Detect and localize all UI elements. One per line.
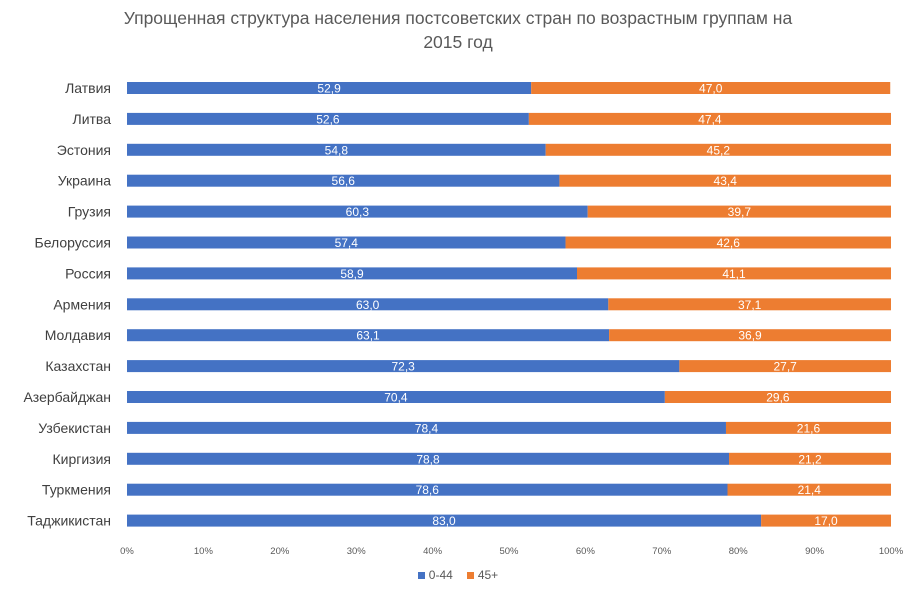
category-label: Грузия <box>68 204 111 220</box>
bar-segment-45-plus <box>727 483 891 496</box>
legend-item-0-44: 0-44 <box>417 568 453 582</box>
data-label: 83,0 <box>432 514 456 528</box>
bar-segment-0-44 <box>127 267 577 280</box>
data-label: 36,9 <box>738 329 762 343</box>
bar-segment-45-plus <box>679 360 891 373</box>
category-label: Узбекистан <box>38 420 111 436</box>
data-label: 63,1 <box>356 329 380 343</box>
bar-segment-0-44 <box>127 205 588 218</box>
chart-title-line-2: 2015 год <box>423 32 493 52</box>
bar-segment-0-44 <box>127 360 680 373</box>
legend-swatch-45-plus <box>466 571 474 579</box>
bar-segment-45-plus <box>664 391 891 403</box>
x-tick-label: 10% <box>194 546 214 557</box>
x-tick-label: 70% <box>652 546 672 557</box>
bar-segment-0-44 <box>127 391 665 403</box>
bar-segment-0-44 <box>127 112 529 125</box>
category-label: Туркмения <box>42 482 111 498</box>
x-tick-label: 50% <box>499 546 519 557</box>
data-label: 78,8 <box>416 452 440 466</box>
data-label: 47,0 <box>699 82 723 96</box>
x-tick-label: 100% <box>879 546 904 557</box>
data-label: 39,7 <box>728 205 752 219</box>
x-tick-label: 80% <box>729 546 749 557</box>
bar-segment-45-plus <box>729 452 891 465</box>
bar-segment-0-44 <box>127 174 560 187</box>
bar-segment-45-plus <box>576 267 891 280</box>
data-label: 43,4 <box>714 174 738 188</box>
x-tick-label: 40% <box>423 546 443 557</box>
bar-segment-45-plus <box>565 236 891 249</box>
category-label: Литва <box>73 111 112 127</box>
bar-segment-0-44 <box>127 421 726 434</box>
bar-segment-45-plus <box>531 82 891 94</box>
bar-segment-45-plus <box>587 205 891 218</box>
legend-label-45-plus: 45+ <box>477 568 499 582</box>
x-tick-label: 30% <box>347 546 367 557</box>
x-tick-label: 0% <box>120 546 134 557</box>
bar-segment-0-44 <box>127 452 730 465</box>
category-label: Киргизия <box>52 451 111 467</box>
x-tick-label: 60% <box>576 546 596 557</box>
data-label: 41,1 <box>722 267 746 281</box>
chart-plot: Латвия 52,9 47,0 Литва 52,6 47,4 Эстония 54,8 45… <box>23 80 904 557</box>
data-label: 57,4 <box>335 236 359 250</box>
data-label: 21,6 <box>797 421 821 435</box>
legend-item-45-plus: 45+ <box>466 568 499 582</box>
data-label: 54,8 <box>325 143 349 157</box>
data-label: 42,6 <box>717 236 741 250</box>
category-label: Молдавия <box>45 327 111 343</box>
chart-title-line-1: Упрощенная структура населения постсовет… <box>123 8 793 28</box>
category-label: Эстония <box>57 142 111 158</box>
data-label: 56,6 <box>332 174 356 188</box>
data-label: 72,3 <box>392 360 416 374</box>
chart-title: Упрощенная структура населения постсовет… <box>0 6 916 54</box>
bar-segment-0-44 <box>127 82 532 94</box>
data-label: 78,6 <box>416 483 440 497</box>
data-label: 47,4 <box>698 112 722 126</box>
data-label: 27,7 <box>774 360 798 374</box>
data-label: 37,1 <box>738 298 762 312</box>
bar-segment-0-44 <box>127 483 728 496</box>
data-label: 63,0 <box>356 298 380 312</box>
data-label: 70,4 <box>384 391 408 405</box>
data-label: 58,9 <box>340 267 364 281</box>
bar-segment-0-44 <box>127 514 762 527</box>
legend-swatch-0-44 <box>417 571 425 579</box>
chart-legend: 0-44 45+ <box>0 568 916 582</box>
bar-segment-45-plus <box>528 112 891 125</box>
category-label: Белоруссия <box>35 235 112 251</box>
data-label: 45,2 <box>707 143 731 157</box>
bar-segment-45-plus <box>761 514 891 527</box>
x-tick-label: 20% <box>270 546 290 557</box>
bar-segment-45-plus <box>608 298 891 311</box>
x-tick-label: 90% <box>805 546 825 557</box>
bar-segment-0-44 <box>127 143 546 156</box>
bar-segment-45-plus <box>609 329 891 342</box>
bar-segment-0-44 <box>127 329 610 342</box>
category-label: Армения <box>53 296 111 312</box>
data-label: 52,9 <box>317 82 341 96</box>
category-label: Азербайджан <box>23 389 111 405</box>
category-label: Латвия <box>65 80 111 96</box>
data-label: 52,6 <box>316 112 340 126</box>
bar-segment-0-44 <box>127 236 566 249</box>
bar-segment-45-plus <box>559 174 891 187</box>
category-label: Украина <box>58 173 112 189</box>
category-label: Россия <box>65 265 111 281</box>
data-label: 21,2 <box>798 452 822 466</box>
data-label: 60,3 <box>346 205 370 219</box>
data-label: 29,6 <box>766 391 790 405</box>
category-label: Таджикистан <box>27 513 111 529</box>
bar-segment-45-plus <box>545 143 891 156</box>
data-label: 78,4 <box>415 421 439 435</box>
bar-segment-45-plus <box>725 421 891 434</box>
bar-segment-0-44 <box>127 298 609 311</box>
category-label: Казахстан <box>45 358 111 374</box>
legend-label-0-44: 0-44 <box>428 568 453 582</box>
data-label: 21,4 <box>798 483 822 497</box>
data-label: 17,0 <box>814 514 838 528</box>
